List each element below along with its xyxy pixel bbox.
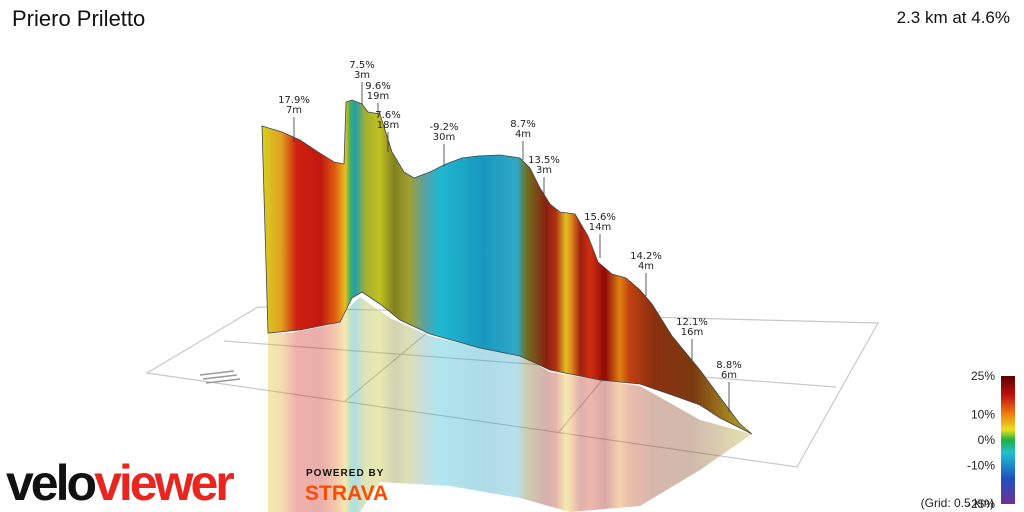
annotation-length: 7m: [286, 105, 302, 116]
logo-part-viewer: viewer: [94, 455, 235, 511]
grade-legend-bar: [1001, 376, 1015, 504]
annotation-length: 6m: [721, 370, 737, 381]
annotation-grade: 15.6%: [584, 212, 616, 223]
legend-tick-label: 0%: [978, 433, 996, 447]
annotation-grade: 8.7%: [510, 119, 535, 130]
powered-by-label: POWERED BY: [306, 468, 385, 479]
elevation-profile[interactable]: [261, 99, 753, 435]
grade-legend-ticks: 25% 10% 0% -10% -25%: [967, 369, 995, 511]
annotation-grade: 9.6%: [365, 81, 390, 92]
route-title: Priero Priletto: [12, 6, 146, 31]
logo-part-velo: velo: [6, 455, 97, 511]
legend-tick-label: -10%: [967, 459, 995, 473]
annotation-length: 18m: [377, 120, 399, 131]
strava-logo[interactable]: STRAVA: [305, 482, 389, 505]
annotation-grade: 14.2%: [630, 251, 662, 262]
annotation-grade: 17.9%: [278, 95, 310, 106]
annotation-grade: -9.2%: [429, 122, 458, 133]
annotation-length: 4m: [515, 129, 531, 140]
annotation-length: 14m: [589, 222, 611, 233]
legend-tick-label: -25%: [967, 497, 995, 511]
annotation-length: 3m: [536, 165, 552, 176]
annotation-length: 19m: [367, 91, 389, 102]
annotation-grade: 13.5%: [528, 155, 560, 166]
legend-tick-label: 10%: [971, 407, 995, 421]
north-marker: [199, 370, 241, 384]
annotation-grade: 12.1%: [676, 317, 708, 328]
annotation-length: 16m: [681, 327, 703, 338]
annotation-grade: 7.6%: [375, 110, 400, 121]
legend-tick-label: 25%: [971, 369, 995, 383]
grid-scale-note: (Grid: 0.5 km): [920, 496, 994, 510]
veloviewer-logo[interactable]: veloviewer: [6, 455, 235, 511]
annotation-grade: 7.5%: [349, 60, 374, 71]
annotation-grade: 8.8%: [716, 360, 741, 371]
annotation-length: 30m: [433, 132, 455, 143]
profile-reflection: [268, 297, 752, 512]
annotation-length: 3m: [354, 70, 370, 81]
route-summary: 2.3 km at 4.6%: [896, 8, 1010, 27]
annotation-length: 4m: [638, 261, 654, 272]
